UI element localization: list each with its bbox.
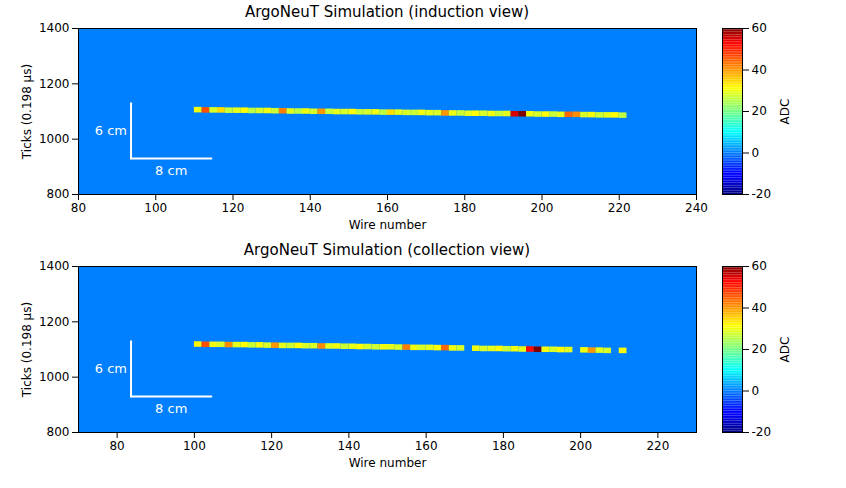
svg-text:180: 180 bbox=[453, 201, 476, 215]
svg-text:1400: 1400 bbox=[39, 22, 70, 35]
svg-text:ADC: ADC bbox=[778, 99, 792, 125]
html-text:ArgoNeuT Simulation (collectio: ArgoNeuT Simulation (collection view) bbox=[243, 241, 531, 259]
svg-text:Wire number: Wire number bbox=[349, 218, 427, 232]
svg-text:80: 80 bbox=[71, 201, 86, 215]
svg-text:180: 180 bbox=[492, 439, 515, 453]
svg-text:6 cm: 6 cm bbox=[95, 123, 127, 138]
svg-text:0: 0 bbox=[752, 384, 760, 398]
svg-text:60: 60 bbox=[752, 22, 767, 35]
svg-text:1400: 1400 bbox=[39, 260, 70, 273]
svg-text:20: 20 bbox=[752, 342, 767, 356]
svg-text:220: 220 bbox=[608, 201, 631, 215]
svg-text:6 cm: 6 cm bbox=[95, 361, 127, 376]
svg-text:220: 220 bbox=[646, 439, 669, 453]
svg-text:1200: 1200 bbox=[39, 315, 70, 329]
svg-text:Ticks (0.198 μs): Ticks (0.198 μs) bbox=[20, 64, 34, 160]
svg-text:1200: 1200 bbox=[39, 77, 70, 91]
svg-text:200: 200 bbox=[569, 439, 592, 453]
svg-text:40: 40 bbox=[752, 301, 767, 315]
svg-text:-20: -20 bbox=[752, 425, 772, 439]
svg-text:8 cm: 8 cm bbox=[155, 163, 187, 178]
svg-text:0: 0 bbox=[752, 146, 760, 160]
svg-text:200: 200 bbox=[531, 201, 554, 215]
svg-text:120: 120 bbox=[222, 201, 245, 215]
svg-text:120: 120 bbox=[260, 439, 283, 453]
html-text:ArgoNeuT Simulation (induction: ArgoNeuT Simulation (induction view) bbox=[244, 3, 530, 21]
svg-text:140: 140 bbox=[299, 201, 322, 215]
svg-text:240: 240 bbox=[685, 201, 708, 215]
svg-text:60: 60 bbox=[752, 260, 767, 273]
svg-text:1000: 1000 bbox=[39, 370, 70, 384]
svg-text:140: 140 bbox=[337, 439, 360, 453]
svg-text:100: 100 bbox=[183, 439, 206, 453]
svg-text:40: 40 bbox=[752, 63, 767, 77]
svg-text:100: 100 bbox=[144, 201, 167, 215]
svg-text:Wire number: Wire number bbox=[349, 456, 427, 470]
svg-text:80: 80 bbox=[109, 439, 124, 453]
svg-text:800: 800 bbox=[47, 425, 70, 439]
svg-text:-20: -20 bbox=[752, 187, 772, 201]
svg-text:160: 160 bbox=[376, 201, 399, 215]
svg-text:8 cm: 8 cm bbox=[155, 401, 187, 416]
svg-text:800: 800 bbox=[47, 187, 70, 201]
svg-text:20: 20 bbox=[752, 104, 767, 118]
svg-text:160: 160 bbox=[415, 439, 438, 453]
svg-text:Ticks (0.198 μs): Ticks (0.198 μs) bbox=[20, 302, 34, 398]
svg-text:1000: 1000 bbox=[39, 132, 70, 146]
svg-text:ADC: ADC bbox=[778, 337, 792, 363]
